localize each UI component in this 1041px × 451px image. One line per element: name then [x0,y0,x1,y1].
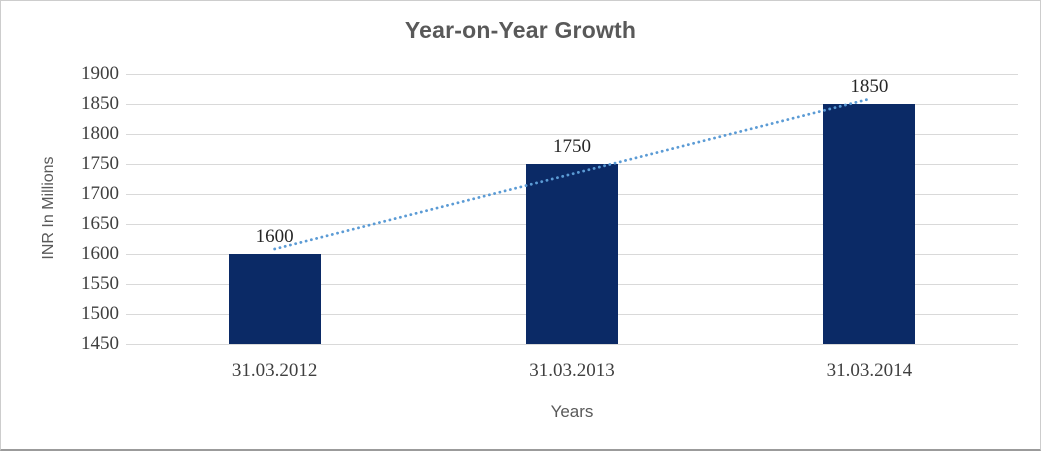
y-axis-tick-label: 1550 [81,273,119,294]
gridline [126,73,1018,75]
x-axis-tick-label: 31.03.2012 [231,360,318,381]
x-axis-tick-label: 31.03.2014 [826,360,913,381]
y-axis-tick-label: 1850 [81,93,119,114]
x-axis-title: Years [550,402,594,421]
bar-value-label: 1600 [255,226,294,247]
y-axis-tick-label: 1650 [81,213,119,234]
bar-value-label: 1750 [553,136,591,157]
bar [823,104,916,344]
bar [228,254,321,344]
bar-value-label: 1850 [850,76,889,97]
y-axis-tick-label: 1750 [81,153,119,174]
y-axis-tick-label: 1900 [81,63,119,84]
chart-title: Year-on-Year Growth [404,17,637,43]
y-axis-tick-label: 1800 [81,123,119,144]
x-axis-tick-label: 31.03.2013 [529,360,615,381]
bar [526,164,618,344]
y-axis-tick-label: 1500 [81,303,119,324]
y-axis-tick-label: 1450 [81,333,119,354]
gridline [126,343,1018,345]
y-axis-tick-label: 1600 [81,243,119,264]
y-axis-tick-label: 1700 [81,183,119,204]
